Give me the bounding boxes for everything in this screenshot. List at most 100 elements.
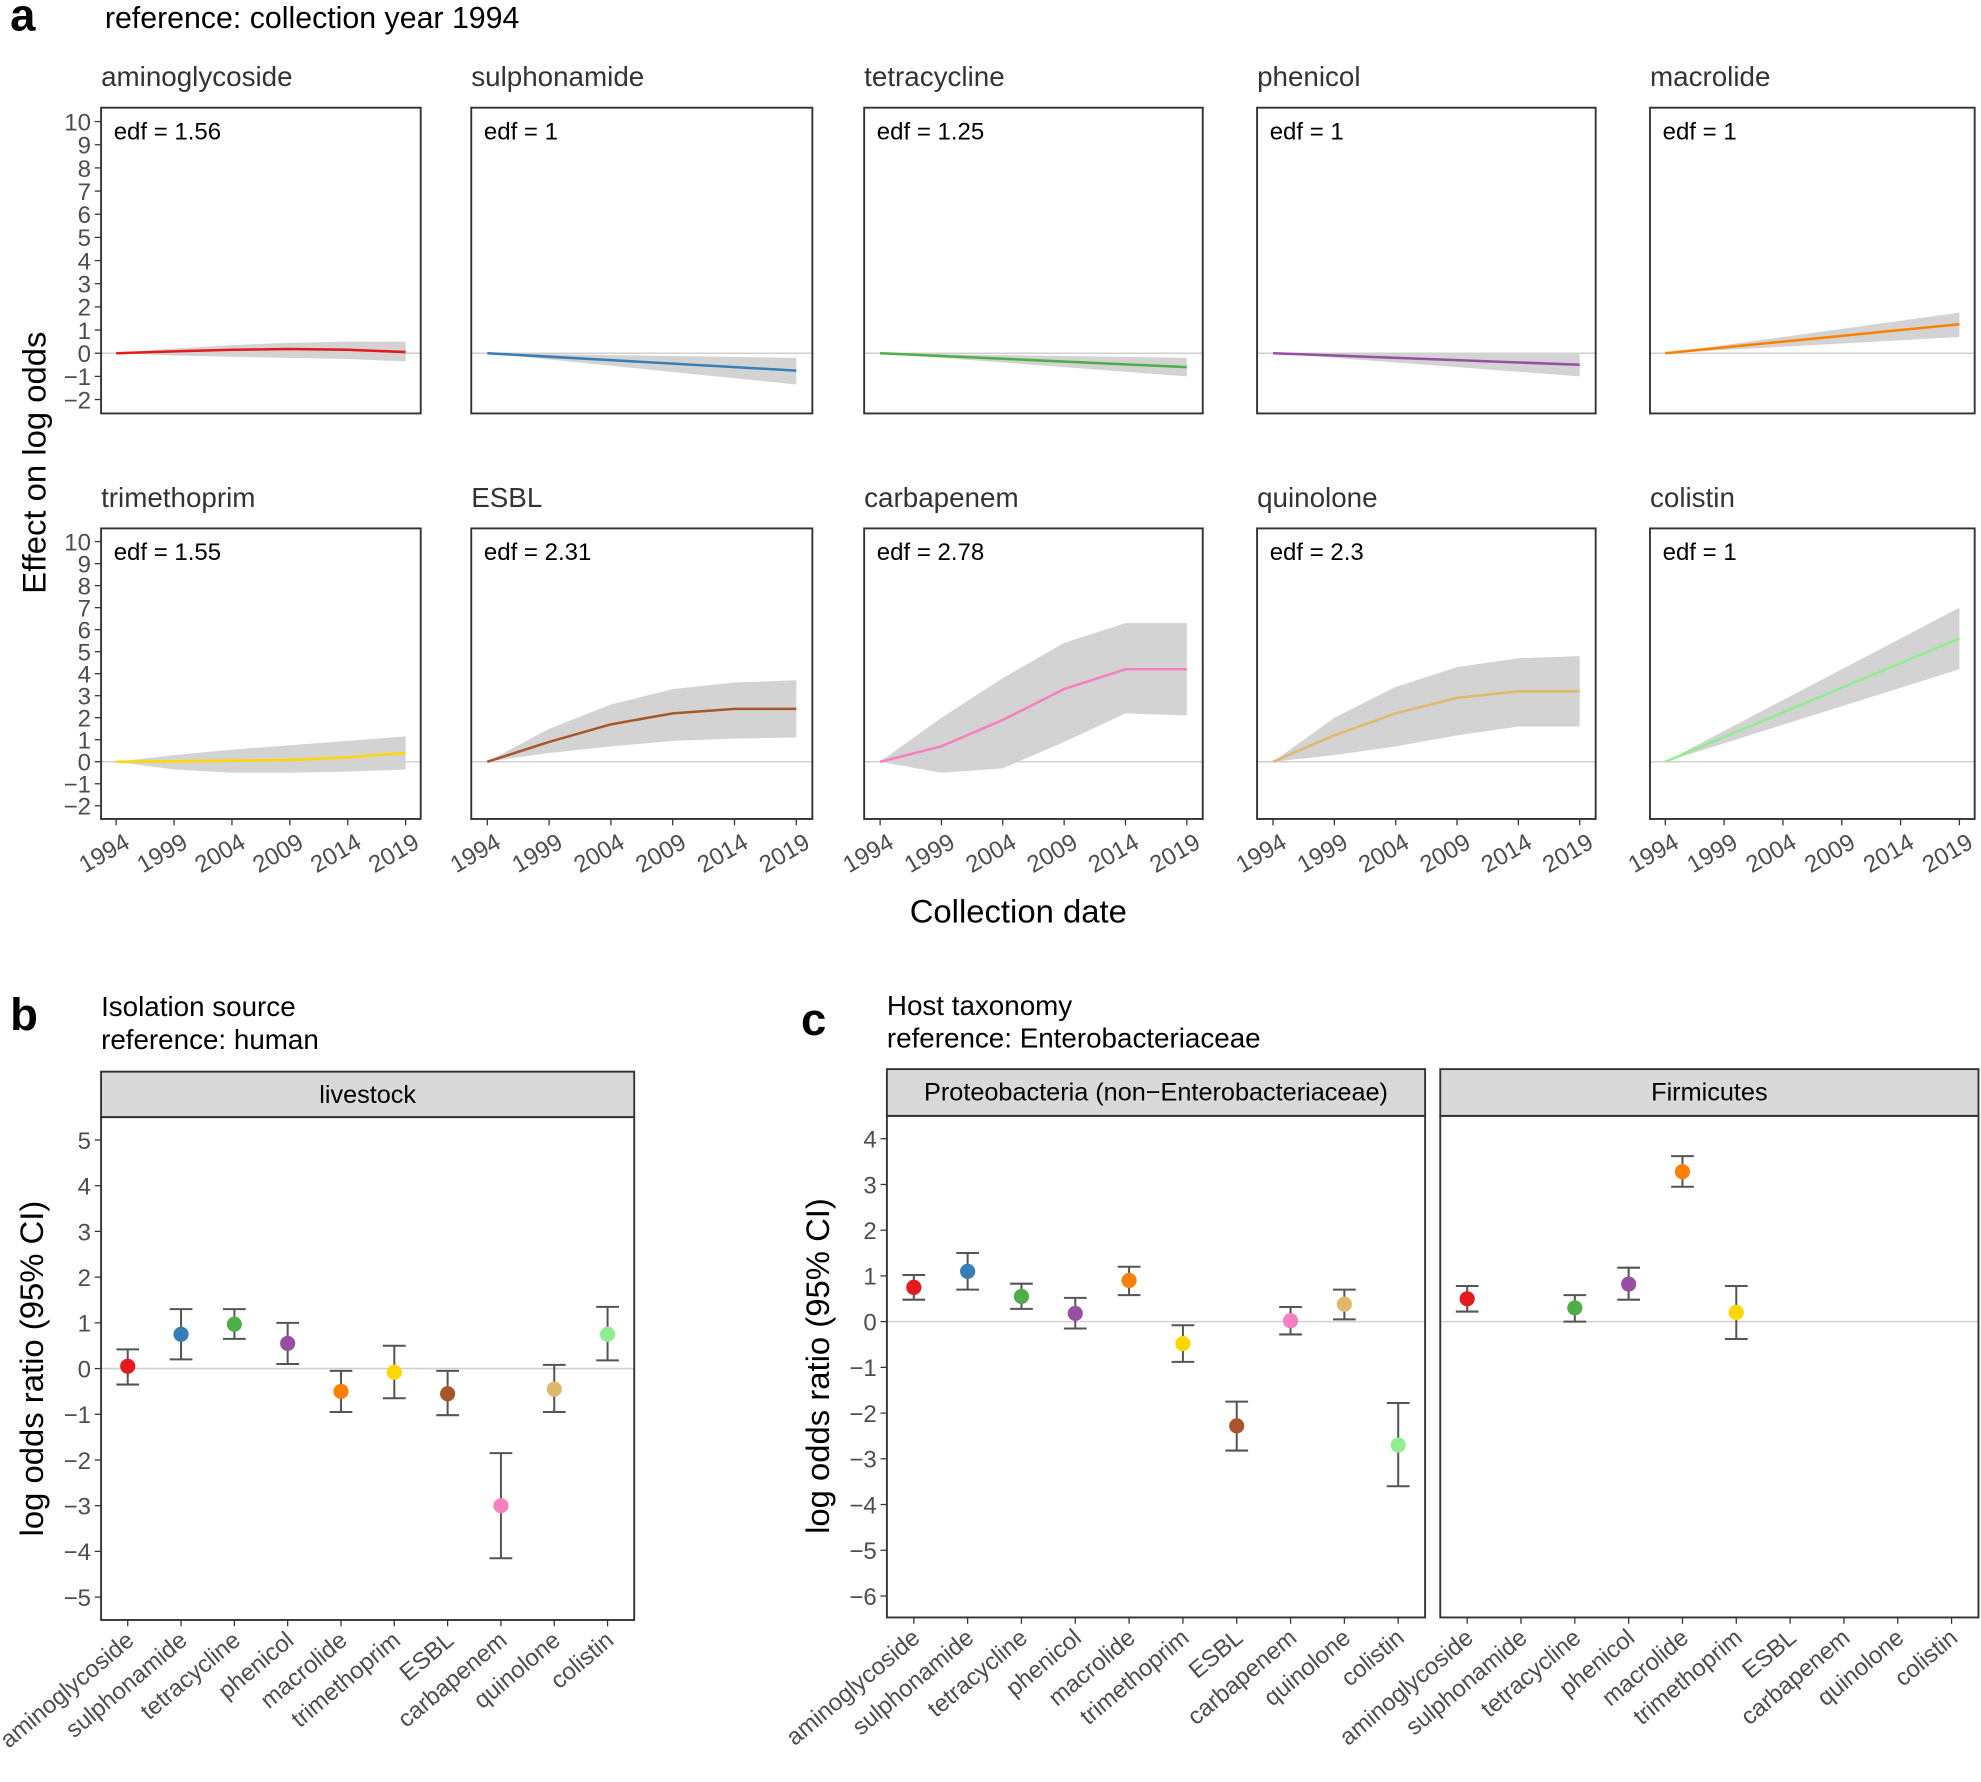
y-tick-label: 4 bbox=[78, 248, 91, 275]
point bbox=[1067, 1305, 1083, 1321]
y-tick-label: 2 bbox=[78, 295, 91, 322]
y-tick-label: 1 bbox=[863, 1264, 876, 1291]
point bbox=[493, 1498, 509, 1514]
plot-frame bbox=[863, 106, 1204, 415]
strip-label: Proteobacteria (non−Enterobacteriaceae) bbox=[924, 1079, 1388, 1107]
x-tick-label: 1999 bbox=[132, 829, 192, 879]
x-axis-label: Collection date bbox=[910, 893, 1127, 930]
confidence-band bbox=[116, 736, 406, 773]
annotation: edf = 1 bbox=[1663, 118, 1737, 145]
confidence-band bbox=[487, 353, 797, 385]
confidence-band bbox=[1273, 656, 1580, 762]
x-tick-label: 2014 bbox=[693, 829, 753, 879]
panel-subtitle: reference: Enterobacteriaceae bbox=[887, 1023, 1261, 1054]
x-tick-label: 2019 bbox=[1918, 829, 1978, 879]
y-tick-label: −2 bbox=[64, 387, 91, 414]
facet-title: colistin bbox=[1650, 482, 1735, 513]
y-tick-label: −1 bbox=[64, 1402, 91, 1429]
y-tick-label: 1 bbox=[78, 318, 91, 345]
y-tick-label: 1 bbox=[78, 728, 91, 755]
y-tick-label: 3 bbox=[78, 272, 91, 299]
strip-label: livestock bbox=[319, 1081, 416, 1109]
y-tick-label: −3 bbox=[849, 1447, 876, 1474]
plot-frame bbox=[1256, 527, 1597, 820]
facet-title: phenicol bbox=[1257, 61, 1361, 92]
trend-line bbox=[880, 351, 1187, 369]
x-tick-label: 1994 bbox=[839, 829, 899, 879]
trend-line bbox=[486, 707, 797, 763]
x-tick-label: 1994 bbox=[1624, 829, 1684, 879]
y-tick-label: −6 bbox=[849, 1584, 876, 1611]
y-tick-label: 7 bbox=[78, 595, 91, 622]
x-tick-label: 2014 bbox=[1084, 829, 1144, 879]
facet-title: trimethoprim bbox=[101, 482, 255, 513]
y-tick-label: 4 bbox=[863, 1127, 876, 1154]
y-tick-label: 8 bbox=[78, 156, 91, 183]
confidence-band bbox=[1665, 607, 1960, 762]
plot-frame bbox=[863, 527, 1204, 820]
trend-line bbox=[1272, 351, 1580, 367]
strip bbox=[1439, 1068, 1980, 1117]
plot-frame bbox=[100, 106, 422, 415]
point bbox=[120, 1358, 136, 1374]
annotation: edf = 1.25 bbox=[877, 118, 984, 145]
facet-title: quinolone bbox=[1257, 482, 1378, 513]
strip-label: Firmicutes bbox=[1651, 1079, 1767, 1107]
y-tick-label: −4 bbox=[64, 1539, 91, 1566]
y-tick-label: −2 bbox=[849, 1401, 876, 1428]
plot-frame bbox=[100, 1116, 636, 1621]
y-tick-label: 3 bbox=[78, 684, 91, 711]
confidence-band bbox=[880, 623, 1187, 773]
point bbox=[1336, 1296, 1352, 1312]
trend-line bbox=[116, 347, 406, 355]
x-tick-label: 2009 bbox=[631, 829, 691, 879]
x-tick-label: 2014 bbox=[1859, 829, 1919, 879]
y-axis-label: Effect on log odds bbox=[15, 332, 52, 594]
x-tick-label: 2019 bbox=[364, 829, 424, 879]
y-tick-label: 0 bbox=[78, 1356, 91, 1383]
x-tick-label: 2009 bbox=[1023, 829, 1083, 879]
facet-title: carbapenem bbox=[864, 482, 1018, 513]
trend-line bbox=[116, 751, 406, 764]
x-tick-label: 1999 bbox=[1293, 829, 1353, 879]
strip bbox=[885, 1068, 1427, 1117]
y-tick-label: 2 bbox=[78, 706, 91, 733]
point bbox=[960, 1263, 976, 1279]
point bbox=[333, 1383, 349, 1399]
point bbox=[1567, 1300, 1583, 1316]
y-tick-label: 0 bbox=[78, 750, 91, 777]
y-tick-label: 2 bbox=[78, 1265, 91, 1292]
y-tick-label: 6 bbox=[78, 202, 91, 229]
y-tick-label: 10 bbox=[64, 109, 91, 136]
panel-subtitle: reference: human bbox=[101, 1024, 319, 1055]
y-tick-label: 7 bbox=[78, 179, 91, 206]
y-tick-label: 4 bbox=[78, 1174, 91, 1201]
point bbox=[546, 1381, 562, 1397]
y-tick-label: 3 bbox=[78, 1219, 91, 1246]
point bbox=[226, 1316, 242, 1332]
x-tick-label: 2004 bbox=[190, 829, 250, 879]
panel-title: reference: collection year 1994 bbox=[105, 2, 520, 35]
y-tick-label: 2 bbox=[863, 1218, 876, 1245]
y-tick-label: 5 bbox=[78, 1128, 91, 1155]
x-tick-label: 2019 bbox=[1538, 829, 1598, 879]
panel-title: Isolation source bbox=[101, 991, 296, 1022]
annotation: edf = 2.78 bbox=[877, 539, 984, 566]
point bbox=[1282, 1313, 1299, 1329]
plot-frame bbox=[1256, 106, 1597, 415]
x-tick-label: 1994 bbox=[75, 829, 135, 879]
plot-frame bbox=[1439, 1114, 1980, 1619]
point bbox=[1175, 1335, 1191, 1352]
x-tick-label: 2004 bbox=[1741, 829, 1801, 879]
y-tick-label: 3 bbox=[863, 1172, 876, 1199]
point bbox=[173, 1326, 189, 1342]
trend-line bbox=[1664, 637, 1960, 763]
y-tick-label: −1 bbox=[64, 772, 91, 799]
confidence-band bbox=[880, 353, 1187, 377]
panel-title: Host taxonomy bbox=[887, 990, 1072, 1021]
y-tick-label: −2 bbox=[64, 794, 91, 821]
panel-label: b bbox=[10, 989, 38, 1040]
x-tick-label: 1994 bbox=[1231, 829, 1291, 879]
